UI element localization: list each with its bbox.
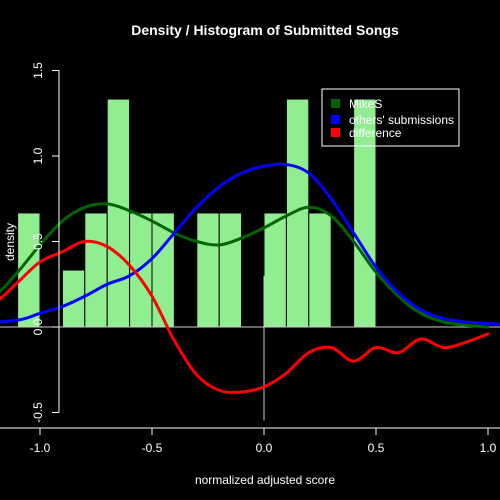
legend-label-difference: difference [349, 126, 402, 140]
legend-swatch-others [331, 115, 340, 124]
y-tick-label: 0.5 [31, 233, 45, 250]
x-tick-label: -0.5 [142, 441, 163, 455]
x-tick-label: -1.0 [30, 441, 51, 455]
axes: -1.5-1.0-0.50.00.51.01.5-0.50.00.51.01.5 [0, 62, 500, 455]
x-tick-label: 0.5 [368, 441, 385, 455]
chart-title: Density / Histogram of Submitted Songs [131, 22, 399, 38]
series-line-difference [0, 239, 490, 394]
histogram-bar [106, 98, 131, 328]
legend-label-others: others' submissions [349, 113, 454, 127]
x-axis-label: normalized adjusted score [195, 473, 335, 487]
histogram-bar [263, 212, 287, 328]
series-line-mikes [0, 202, 490, 329]
legend-box [321, 88, 460, 147]
histogram-bar [218, 212, 243, 328]
density-series [0, 162, 500, 394]
histogram-bar [308, 212, 332, 328]
y-tick-label: 0.0 [31, 318, 45, 335]
legend: MikeS others' submissions difference [321, 88, 460, 147]
x-tick-label: 1.0 [480, 441, 497, 455]
y-tick-label: -0.5 [31, 402, 45, 423]
y-axis-label: density [3, 223, 17, 261]
legend-swatch-mikes [331, 99, 340, 108]
y-tick-label: 1.5 [31, 62, 45, 79]
reference-lines [0, 275, 500, 421]
y-tick-label: 1.0 [31, 147, 45, 164]
legend-swatch-difference [331, 128, 340, 137]
x-tick-label: 0.0 [256, 441, 273, 455]
histogram-bar [196, 212, 220, 328]
series-line-others-submissions [0, 162, 500, 326]
legend-label-mikes: MikeS [349, 97, 382, 111]
histogram-bar [84, 212, 108, 328]
